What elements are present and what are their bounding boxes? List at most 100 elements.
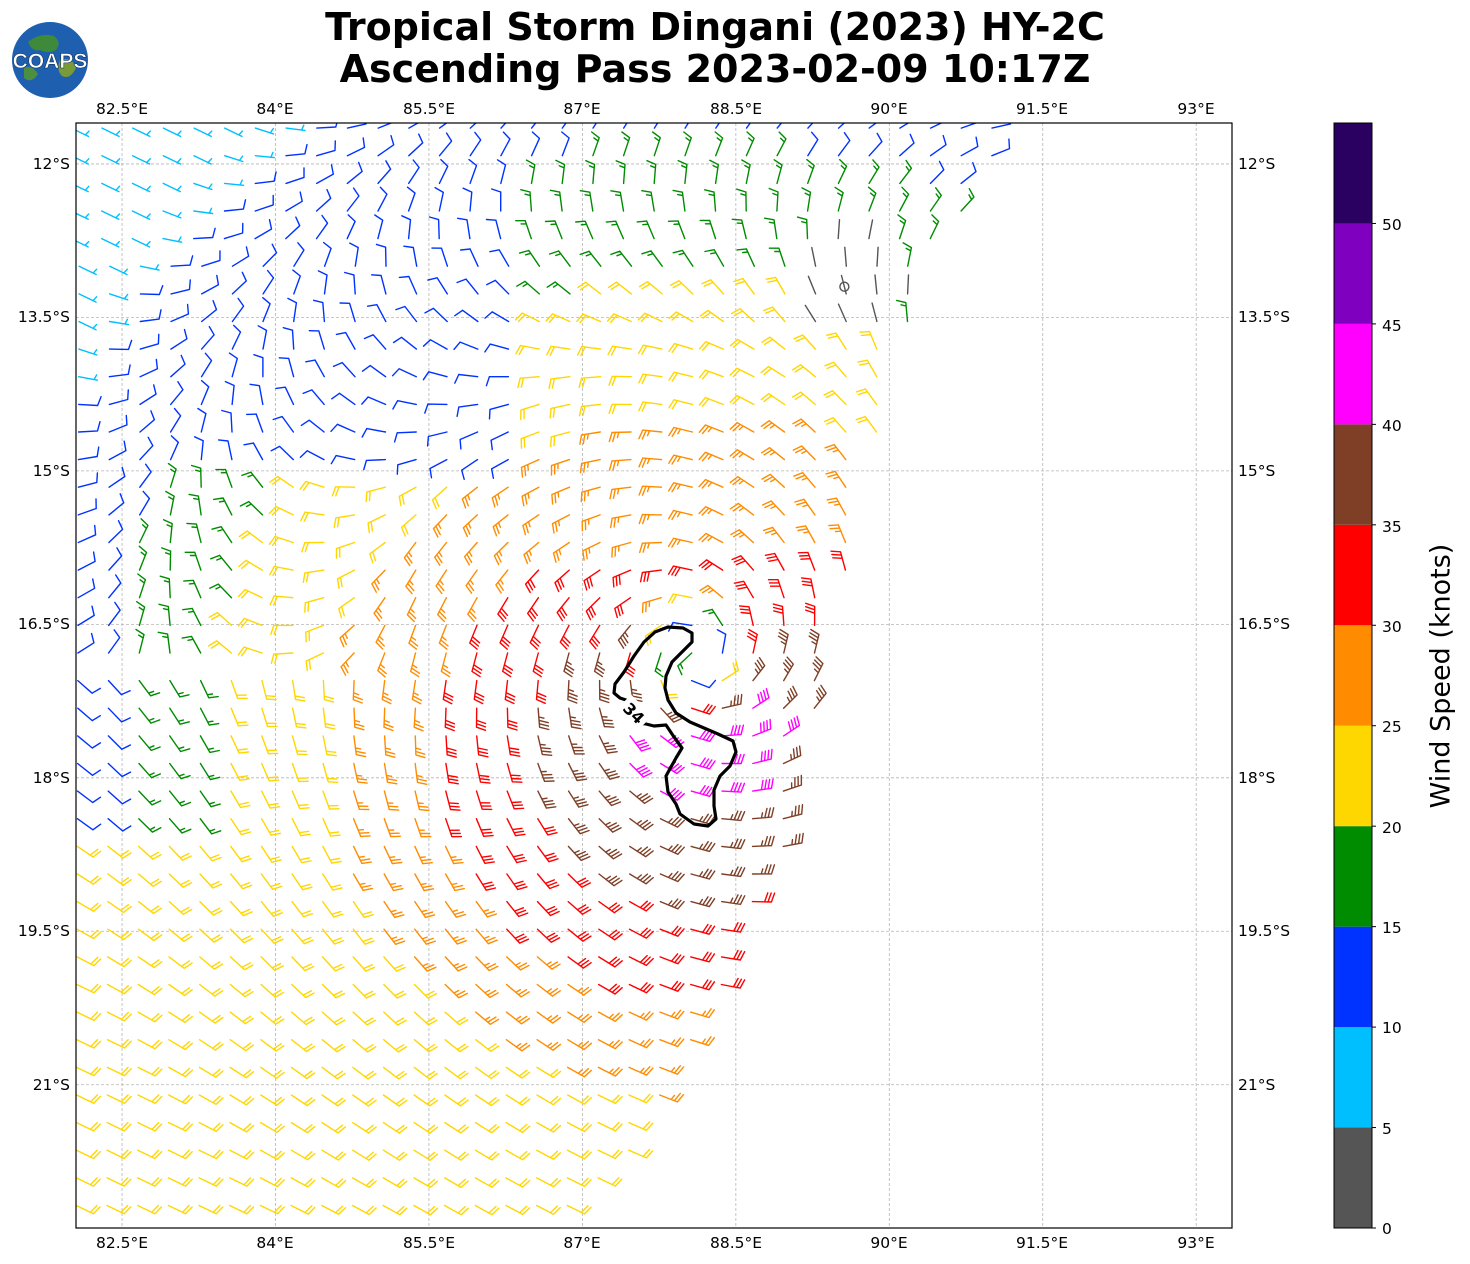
wind-barb — [745, 131, 755, 157]
wind-barb — [211, 526, 233, 544]
wind-barb — [518, 249, 541, 267]
wind-barb — [485, 376, 510, 387]
wind-barb — [459, 431, 479, 450]
wind-barb — [199, 900, 223, 916]
wind-barb — [398, 486, 417, 507]
wind-barb — [228, 352, 238, 378]
colorbar-tick: 40 — [1382, 417, 1402, 435]
wind-barb — [536, 956, 561, 970]
wind-barb — [346, 123, 367, 129]
wind-barb — [377, 652, 387, 678]
lon-tick-bottom: 82.5°E — [96, 1234, 148, 1252]
wind-barb — [199, 818, 222, 835]
wind-barb — [108, 364, 131, 378]
wind-barb — [138, 679, 161, 697]
wind-barb — [414, 845, 433, 865]
colorbar-tick: 45 — [1382, 317, 1402, 335]
colorbar-frame — [1333, 122, 1373, 1229]
wind-barb — [736, 248, 755, 267]
wind-barb — [628, 1093, 654, 1104]
wind-barb — [597, 1121, 623, 1132]
wind-barb — [78, 293, 98, 303]
wind-barb — [159, 575, 171, 599]
wind-barb — [473, 679, 485, 705]
wind-barb — [193, 182, 213, 191]
wind-barb — [224, 155, 244, 163]
wind-barb — [331, 486, 356, 497]
wind-barb — [444, 956, 468, 972]
wind-barb — [352, 873, 374, 892]
wind-barb — [580, 486, 601, 503]
wind-barb — [76, 818, 102, 831]
colorbar-tick: 20 — [1382, 819, 1402, 837]
wind-barb — [382, 1121, 408, 1134]
wind-barb — [668, 371, 694, 382]
wind-barb — [807, 275, 817, 295]
wind-barb — [312, 299, 326, 323]
wind-barb — [929, 214, 940, 240]
wind-barb — [499, 624, 511, 650]
wind-barb — [690, 785, 716, 797]
wind-barb — [377, 123, 393, 129]
wind-barb — [137, 1149, 163, 1160]
wind-barb — [138, 762, 161, 779]
wind-barb — [667, 565, 693, 577]
wind-barb — [162, 127, 182, 138]
wind-barb — [506, 762, 523, 783]
wind-barb — [506, 873, 528, 891]
wind-barb — [198, 1204, 224, 1215]
wind-barb — [139, 333, 160, 350]
wind-barb — [383, 735, 396, 758]
wind-barb — [859, 330, 878, 350]
wind-barb — [269, 565, 294, 577]
colorbar-tick: 35 — [1382, 518, 1402, 536]
wind-barb — [167, 1121, 193, 1132]
wind-barb — [76, 956, 102, 967]
wind-barb — [607, 281, 633, 295]
wind-barb — [182, 607, 202, 627]
wind-barb — [106, 1204, 132, 1215]
wind-barb — [537, 818, 558, 836]
wind-barb — [107, 956, 132, 968]
wind-barb — [239, 500, 264, 516]
wind-barb — [76, 1094, 101, 1104]
wind-barb — [262, 269, 275, 295]
wind-barb — [77, 551, 96, 571]
lon-tick-top: 88.5°E — [710, 100, 762, 118]
wind-barb — [876, 246, 879, 267]
wind-barb — [229, 1121, 255, 1133]
lat-tick-left: 16.5°S — [18, 615, 70, 633]
wind-barb — [260, 900, 283, 917]
wind-barb — [316, 140, 336, 157]
wind-barb — [352, 1066, 377, 1080]
wind-barb — [611, 541, 632, 558]
wind-barb — [639, 541, 663, 554]
wind-barb — [193, 436, 204, 461]
wind-barb — [395, 305, 418, 323]
lon-tick-top: 93°E — [1177, 100, 1214, 118]
wind-barb — [291, 790, 310, 810]
wind-barb — [608, 403, 632, 415]
wind-barb — [585, 160, 596, 185]
wind-barb — [668, 426, 694, 437]
wind-barb — [991, 138, 1011, 157]
wind-barb — [299, 450, 325, 461]
wind-barb — [76, 845, 102, 858]
wind-barb — [444, 1094, 469, 1107]
wind-barb — [169, 679, 190, 698]
wind-barb — [474, 1204, 500, 1216]
wind-barb — [316, 123, 338, 129]
wind-barb — [291, 707, 307, 729]
wind-barb — [168, 1039, 193, 1051]
wind-barb — [475, 956, 499, 972]
wind-barb — [641, 597, 662, 614]
wind-barb — [367, 514, 386, 534]
wind-barb — [461, 458, 479, 480]
wind-barb — [101, 210, 121, 220]
wind-barb — [262, 297, 271, 323]
wind-barb — [608, 458, 632, 471]
wind-barb — [549, 250, 571, 267]
wind-barb — [167, 1177, 193, 1187]
wind-barb — [230, 679, 248, 700]
wind-barb — [414, 928, 436, 945]
